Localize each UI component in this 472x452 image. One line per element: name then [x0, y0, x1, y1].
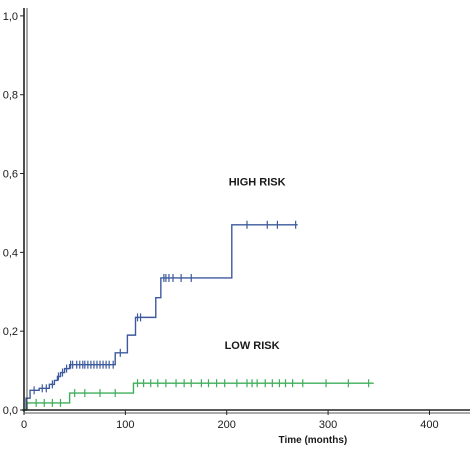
- series-layer: [24, 220, 374, 411]
- series-high-risk: [24, 220, 298, 411]
- label-layer: Time (months) HIGH RISK LOW RISK: [225, 176, 348, 446]
- series-label: HIGH RISK: [229, 176, 286, 188]
- x-tick-label: 400: [420, 419, 438, 431]
- y-tick-label: 0,2: [3, 326, 18, 338]
- x-tick-label: 0: [21, 419, 27, 431]
- x-tick-label: 300: [319, 419, 337, 431]
- y-tick-label: 1,0: [3, 11, 18, 23]
- x-tick-label: 200: [218, 419, 236, 431]
- y-tick-label: 0,4: [3, 247, 18, 259]
- y-tick-label: 0,6: [3, 169, 18, 181]
- series-label: LOW RISK: [225, 340, 280, 352]
- x-axis-title: Time (months): [279, 435, 348, 446]
- series-step-line: [24, 224, 298, 411]
- series-step-line: [24, 382, 374, 411]
- tick-layer: 0,0 0,2 0,4 0,6 0,8 1,0 0 100 200 300 400: [3, 11, 439, 431]
- series-low-risk: [24, 379, 374, 411]
- axis-layer: [22, 8, 470, 414]
- y-tick-label: 0,0: [3, 405, 18, 417]
- y-tick-label: 0,8: [3, 90, 18, 102]
- x-tick-label: 100: [116, 419, 134, 431]
